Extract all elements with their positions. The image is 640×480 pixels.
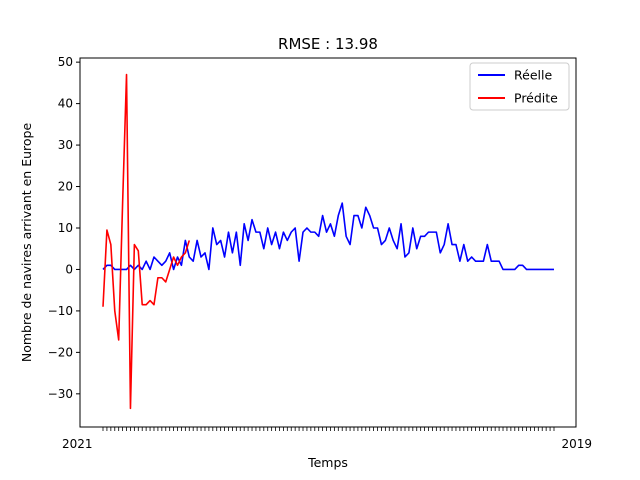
y-tick-label: 30 bbox=[58, 138, 73, 152]
legend: Réelle Prédite bbox=[469, 62, 570, 111]
y-tick-label: 40 bbox=[58, 97, 73, 111]
plot-area bbox=[79, 57, 577, 428]
series-line-reelle bbox=[102, 202, 554, 271]
plot-frame bbox=[79, 57, 577, 428]
y-tick-label: 50 bbox=[58, 55, 73, 69]
chart-title: RMSE : 13.98 bbox=[278, 35, 378, 53]
y-tick-label: −20 bbox=[48, 345, 73, 359]
y-tick-label: 10 bbox=[58, 221, 73, 235]
legend-label: Réelle bbox=[514, 68, 552, 83]
x-tick-label-last: 2019 bbox=[561, 437, 592, 451]
y-axis-ticks: −30 −20 −10 0 10 20 30 40 50 bbox=[48, 55, 80, 401]
y-tick-label: 0 bbox=[65, 262, 73, 276]
x-axis-ticks: 2021 2019 bbox=[62, 427, 592, 451]
x-axis-title: Temps bbox=[307, 455, 348, 470]
x-tick-label-first: 2021 bbox=[62, 437, 93, 451]
y-tick-label: −10 bbox=[48, 304, 73, 318]
series-layer bbox=[102, 73, 554, 410]
legend-label: Prédite bbox=[514, 91, 558, 106]
y-tick-label: 20 bbox=[58, 180, 73, 194]
series-line-predite bbox=[102, 73, 191, 410]
y-tick-label: −30 bbox=[48, 387, 73, 401]
y-axis-title: Nombre de navires arrivant en Europe bbox=[19, 123, 34, 363]
